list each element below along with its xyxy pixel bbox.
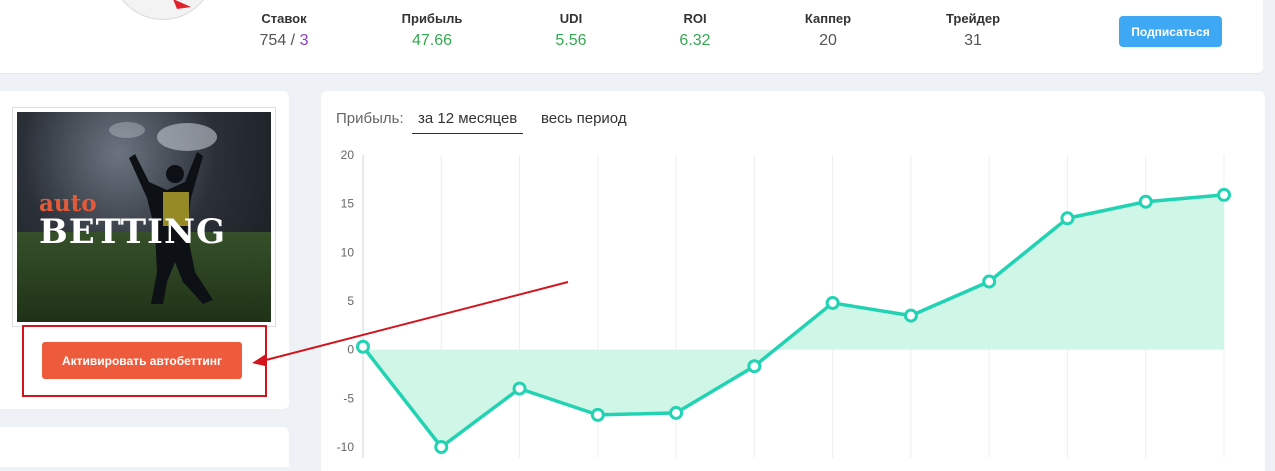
y-tick-label: 5: [347, 294, 354, 308]
stat-value: 20: [819, 32, 837, 49]
activate-autobetting-button[interactable]: Активировать автобеттинг: [42, 342, 242, 379]
stat-value: 5.56: [555, 32, 587, 49]
banner-auto-text: auto: [39, 190, 97, 217]
bets-separator: /: [286, 32, 300, 49]
y-tick-label: 15: [341, 197, 355, 211]
area-fill: [363, 194, 1224, 447]
profile-header: Ставок 754 / 3 Прибыль 47.66 UDI 5.56 RO…: [0, 0, 1263, 74]
banner-field: [17, 232, 271, 322]
data-point: [825, 295, 840, 310]
stat-label: UDI: [559, 11, 583, 26]
tab-12-months[interactable]: за 12 месяцев: [412, 110, 524, 134]
series-line: [361, 193, 1225, 449]
stat-label: Прибыль: [401, 11, 463, 26]
player-silhouette-icon: [109, 122, 217, 304]
data-point: [669, 405, 684, 420]
avatar-logo-icon: [173, 0, 191, 9]
bets-count: 754: [259, 32, 287, 49]
data-point: [982, 274, 997, 289]
banner-image: auto BETTING: [17, 112, 271, 322]
bets-pending: 3: [299, 32, 309, 49]
stat-value: 47.66: [411, 32, 453, 49]
data-point: [356, 339, 370, 354]
stat-label: ROI: [683, 11, 707, 26]
banner-betting-text: BETTING: [39, 212, 227, 252]
data-point: [434, 440, 449, 454]
subscribe-button[interactable]: Подписаться: [1119, 16, 1222, 47]
stat-bets: Ставок 754 / 3: [250, 11, 318, 52]
data-point: [1217, 187, 1231, 202]
stat-roi: ROI 6.32: [670, 11, 720, 52]
stat-value: 754 / 3: [250, 30, 318, 52]
y-tick-label: 20: [341, 148, 355, 162]
data-point: [747, 359, 762, 374]
stat-label: Каппер: [804, 11, 852, 26]
profit-chart: 20 15 10 5 0 -5 -10: [337, 148, 1231, 458]
stat-capper: Каппер 20: [797, 11, 859, 52]
profit-label: Прибыль:: [336, 110, 404, 127]
tab-all-time[interactable]: весь период: [541, 110, 627, 127]
autobetting-banner[interactable]: auto BETTING: [12, 107, 276, 327]
stat-profit: Прибыль 47.66: [393, 11, 471, 52]
y-tick-label: 0: [347, 343, 354, 357]
data-point: [1060, 211, 1075, 226]
stat-trader: Трейдер 31: [938, 11, 1008, 52]
stat-label: Трейдер: [945, 11, 1001, 26]
data-point: [512, 381, 527, 396]
data-point: [903, 308, 918, 323]
stat-value: 6.32: [679, 32, 711, 49]
y-tick-label: -5: [343, 391, 354, 405]
data-point: [590, 407, 605, 422]
stat-value: 31: [964, 32, 982, 49]
data-point: [1138, 194, 1153, 209]
stat-udi: UDI 5.56: [546, 11, 596, 52]
stat-label: Ставок: [261, 11, 307, 26]
y-tick-label: 10: [341, 245, 355, 259]
y-tick-label: -10: [337, 440, 355, 454]
